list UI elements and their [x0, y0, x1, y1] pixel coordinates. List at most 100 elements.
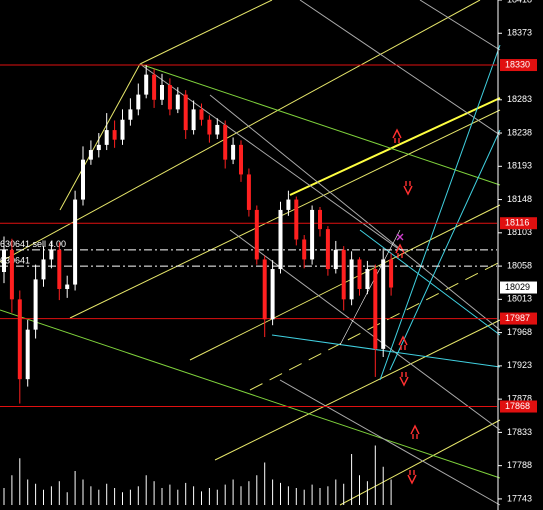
current-price-box [500, 281, 537, 294]
trend-line [139, 0, 273, 65]
candle-body [136, 94, 141, 110]
candle-body [215, 124, 220, 135]
candle-body [183, 94, 188, 131]
y-tick-label: 17833 [507, 427, 532, 437]
trend-line [379, 44, 501, 381]
trend-line [139, 63, 401, 251]
up-arrow [398, 335, 408, 350]
candle-body [191, 109, 196, 131]
down-arrow [399, 372, 409, 387]
candle-body [381, 259, 386, 349]
trend-line [271, 334, 501, 368]
y-tick-label: 17788 [507, 460, 532, 470]
trend-line [209, 94, 501, 331]
candle-body [128, 109, 133, 120]
candle-body [112, 130, 117, 140]
candle-body [262, 259, 267, 320]
y-tick-label: 18283 [507, 94, 532, 104]
trend-line [389, 129, 501, 371]
candle-body [302, 239, 307, 260]
candle-body [104, 130, 109, 145]
y-tick-label: 18148 [507, 194, 532, 204]
y-tick-label: 17968 [507, 327, 532, 337]
y-tick-label: 18373 [507, 28, 532, 38]
trend-line [214, 319, 501, 461]
candle-body [254, 209, 259, 260]
trend-line [419, 0, 501, 51]
level-label: 18330 [505, 59, 530, 69]
candle-body [9, 249, 14, 300]
y-tick-label: 18058 [507, 260, 532, 270]
candle-body [278, 209, 283, 270]
candle-body [88, 150, 93, 160]
trend-line [299, 0, 501, 136]
trend-line [359, 229, 501, 336]
trend-line [229, 229, 501, 431]
candle-body [175, 94, 180, 110]
candle-body [349, 259, 354, 300]
trend-line [279, 379, 501, 506]
level-box [500, 217, 537, 230]
y-tick-label: 17878 [507, 394, 532, 404]
candle-body [2, 249, 6, 272]
level-label: 18116 [505, 218, 529, 228]
candle-body [25, 329, 30, 380]
down-arrow [403, 181, 413, 196]
candle-body [239, 144, 243, 175]
candle-body [286, 199, 291, 210]
level-label: 17987 [505, 313, 530, 323]
candle-body [57, 249, 62, 289]
candle-body [365, 269, 370, 289]
level-box [500, 312, 537, 325]
level-box [500, 400, 537, 413]
candle-body [318, 209, 322, 230]
trend-line [0, 0, 481, 263]
candle-body [207, 119, 212, 135]
candle-body [160, 85, 164, 100]
candle-body [120, 119, 125, 140]
candle-body [33, 279, 38, 330]
trend-line [339, 229, 401, 346]
marker-cross [396, 233, 404, 241]
candle-body [231, 144, 236, 160]
candle-body [65, 284, 70, 289]
candle-body [41, 259, 46, 280]
up-arrow [392, 128, 402, 143]
candle-body [310, 209, 315, 260]
candle-body [167, 85, 172, 110]
y-tick-label: 18238 [507, 127, 532, 137]
up-arrow [395, 243, 405, 258]
y-tick-label: 18103 [507, 227, 532, 237]
level-box [500, 59, 537, 72]
y-tick-label: 18013 [507, 294, 532, 304]
trend-line [69, 109, 501, 319]
candle-body [246, 174, 251, 210]
candle-body [325, 229, 330, 270]
y-tick-label: 18193 [507, 161, 532, 171]
y-tick-label: 17923 [507, 360, 532, 370]
current-price-label: 18029 [505, 282, 530, 292]
candle-body [144, 74, 149, 95]
candle-body [357, 259, 362, 289]
candle-body [270, 269, 275, 320]
y-tick-label: 17743 [507, 493, 532, 503]
candle-body [17, 299, 22, 380]
trend-line [289, 97, 501, 196]
signal-arrows [392, 128, 420, 485]
level-label: 17868 [505, 401, 530, 411]
down-arrow [407, 470, 417, 485]
candle-body [73, 199, 78, 285]
y-tick-label: 18418 [507, 0, 532, 4]
candle-body [152, 74, 157, 100]
trend-line [59, 63, 141, 211]
candle-body [96, 144, 101, 151]
candle-body [199, 109, 204, 120]
candle-body [49, 249, 54, 260]
candle-body [341, 249, 346, 300]
candle-body [389, 259, 394, 288]
candle-body [333, 249, 338, 270]
candle-body [81, 159, 85, 200]
